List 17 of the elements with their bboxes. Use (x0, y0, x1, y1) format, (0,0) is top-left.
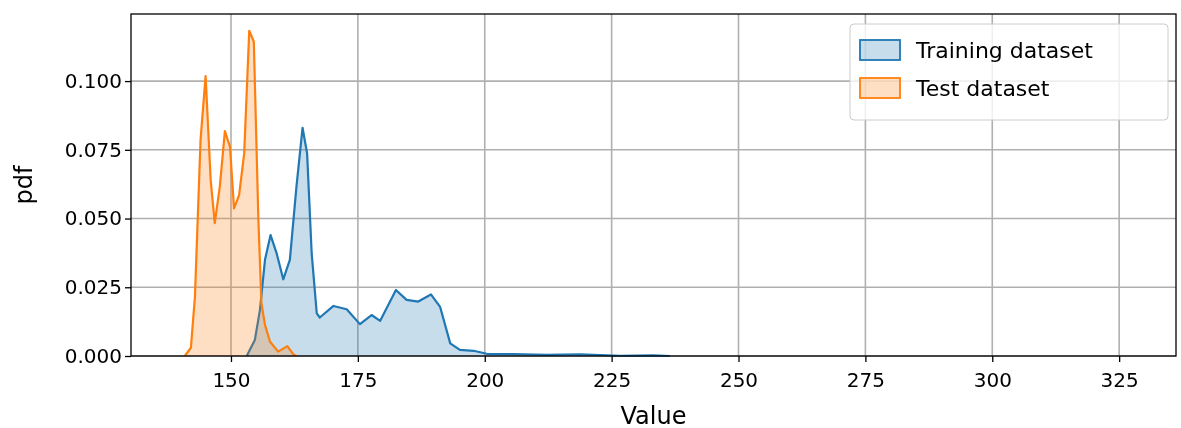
x-tick-label: 200 (466, 368, 505, 392)
y-tick-label: 0.000 (64, 343, 122, 368)
y-axis-title: pdf (10, 164, 38, 205)
x-tick-label: 275 (846, 368, 885, 392)
x-tick-label: 250 (719, 368, 759, 392)
y-tick-label: 0.025 (64, 275, 122, 300)
y-tick-label: 0.100 (64, 68, 122, 93)
x-tick-label: 150 (212, 368, 251, 392)
legend-label: Test dataset (915, 76, 1050, 101)
legend-label: Training dataset (915, 38, 1094, 63)
x-tick-label: 325 (1100, 368, 1139, 392)
x-tick-label: 300 (973, 368, 1012, 392)
x-tick-label: 175 (339, 368, 378, 392)
x-axis-title: Value (620, 402, 687, 428)
y-tick-label: 0.075 (64, 137, 122, 162)
x-tick-label: 225 (593, 368, 632, 392)
y-tick-label: 0.050 (64, 206, 122, 231)
